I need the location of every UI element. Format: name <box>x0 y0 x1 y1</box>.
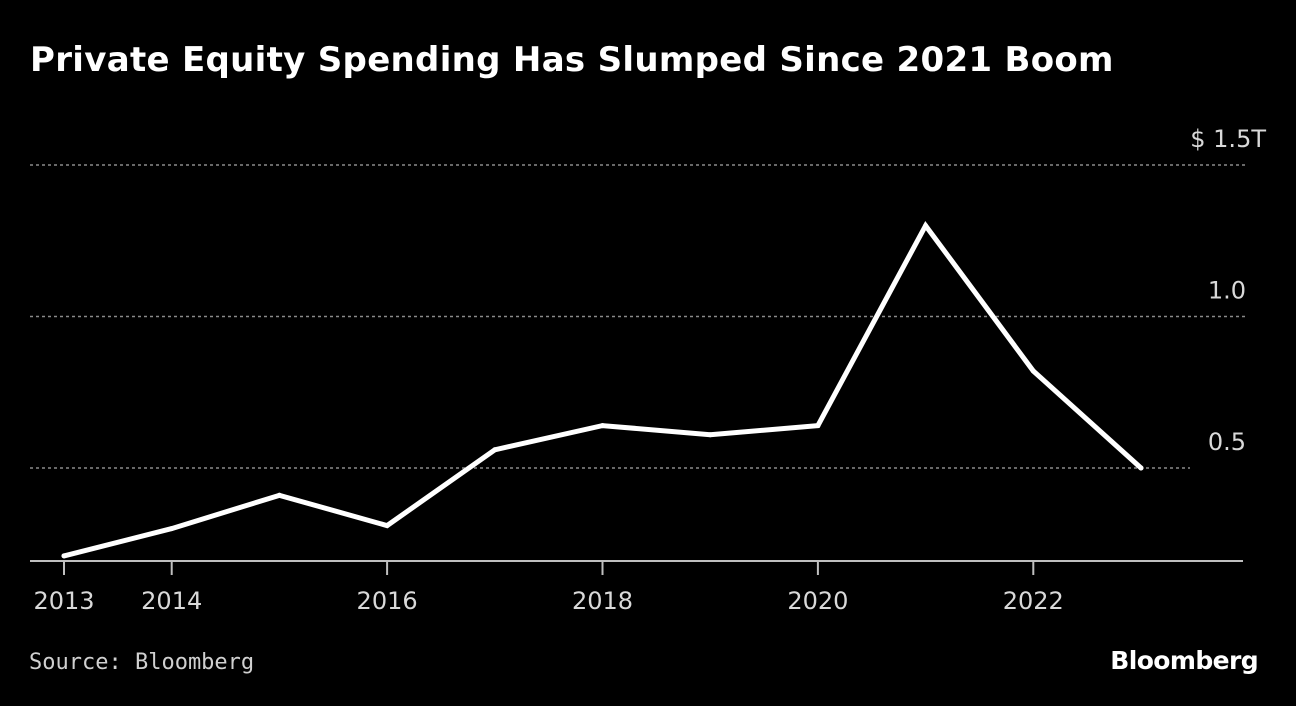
x-tick-label: 2014 <box>141 587 202 615</box>
chart-title: Private Equity Spending Has Slumped Sinc… <box>30 40 1114 80</box>
data-point-2016 <box>384 523 390 529</box>
bloomberg-logo: Bloomberg <box>1110 646 1258 675</box>
data-point-2014 <box>169 526 175 532</box>
x-tick-label: 2018 <box>572 587 633 615</box>
data-point-2019 <box>707 432 713 438</box>
y-tick-label: 1.0 <box>1208 277 1246 305</box>
data-point-2017 <box>492 447 498 453</box>
data-point-2015 <box>276 492 282 498</box>
x-tick-label: 2016 <box>357 587 418 615</box>
y-axis-labels: 0.5 1.0 $ 1.5T <box>1190 125 1266 456</box>
x-axis-labels: 2013 2014 2016 2018 2020 2022 <box>33 587 1063 615</box>
data-point-2022 <box>1030 368 1036 374</box>
x-tick-label: 2020 <box>787 587 848 615</box>
series <box>61 220 1144 559</box>
x-tick-label: 2013 <box>33 587 94 615</box>
y-tick-label: 0.5 <box>1208 428 1246 456</box>
data-point-2020 <box>815 423 821 429</box>
source-note: Source: Bloomberg <box>29 650 255 675</box>
gridlines <box>30 164 1246 469</box>
data-point-2018 <box>600 423 605 429</box>
y-tick-label: $ 1.5T <box>1190 125 1266 153</box>
x-axis <box>30 560 1243 575</box>
data-point-2021 <box>923 223 929 229</box>
line-chart: 0.5 1.0 $ 1.5T 2013 2014 2016 2018 2020 2022 <box>30 125 1266 615</box>
data-point-2013 <box>61 553 67 559</box>
series-line <box>61 220 1144 559</box>
data-point-2023 <box>1138 465 1144 471</box>
x-tick-label: 2022 <box>1003 587 1064 615</box>
